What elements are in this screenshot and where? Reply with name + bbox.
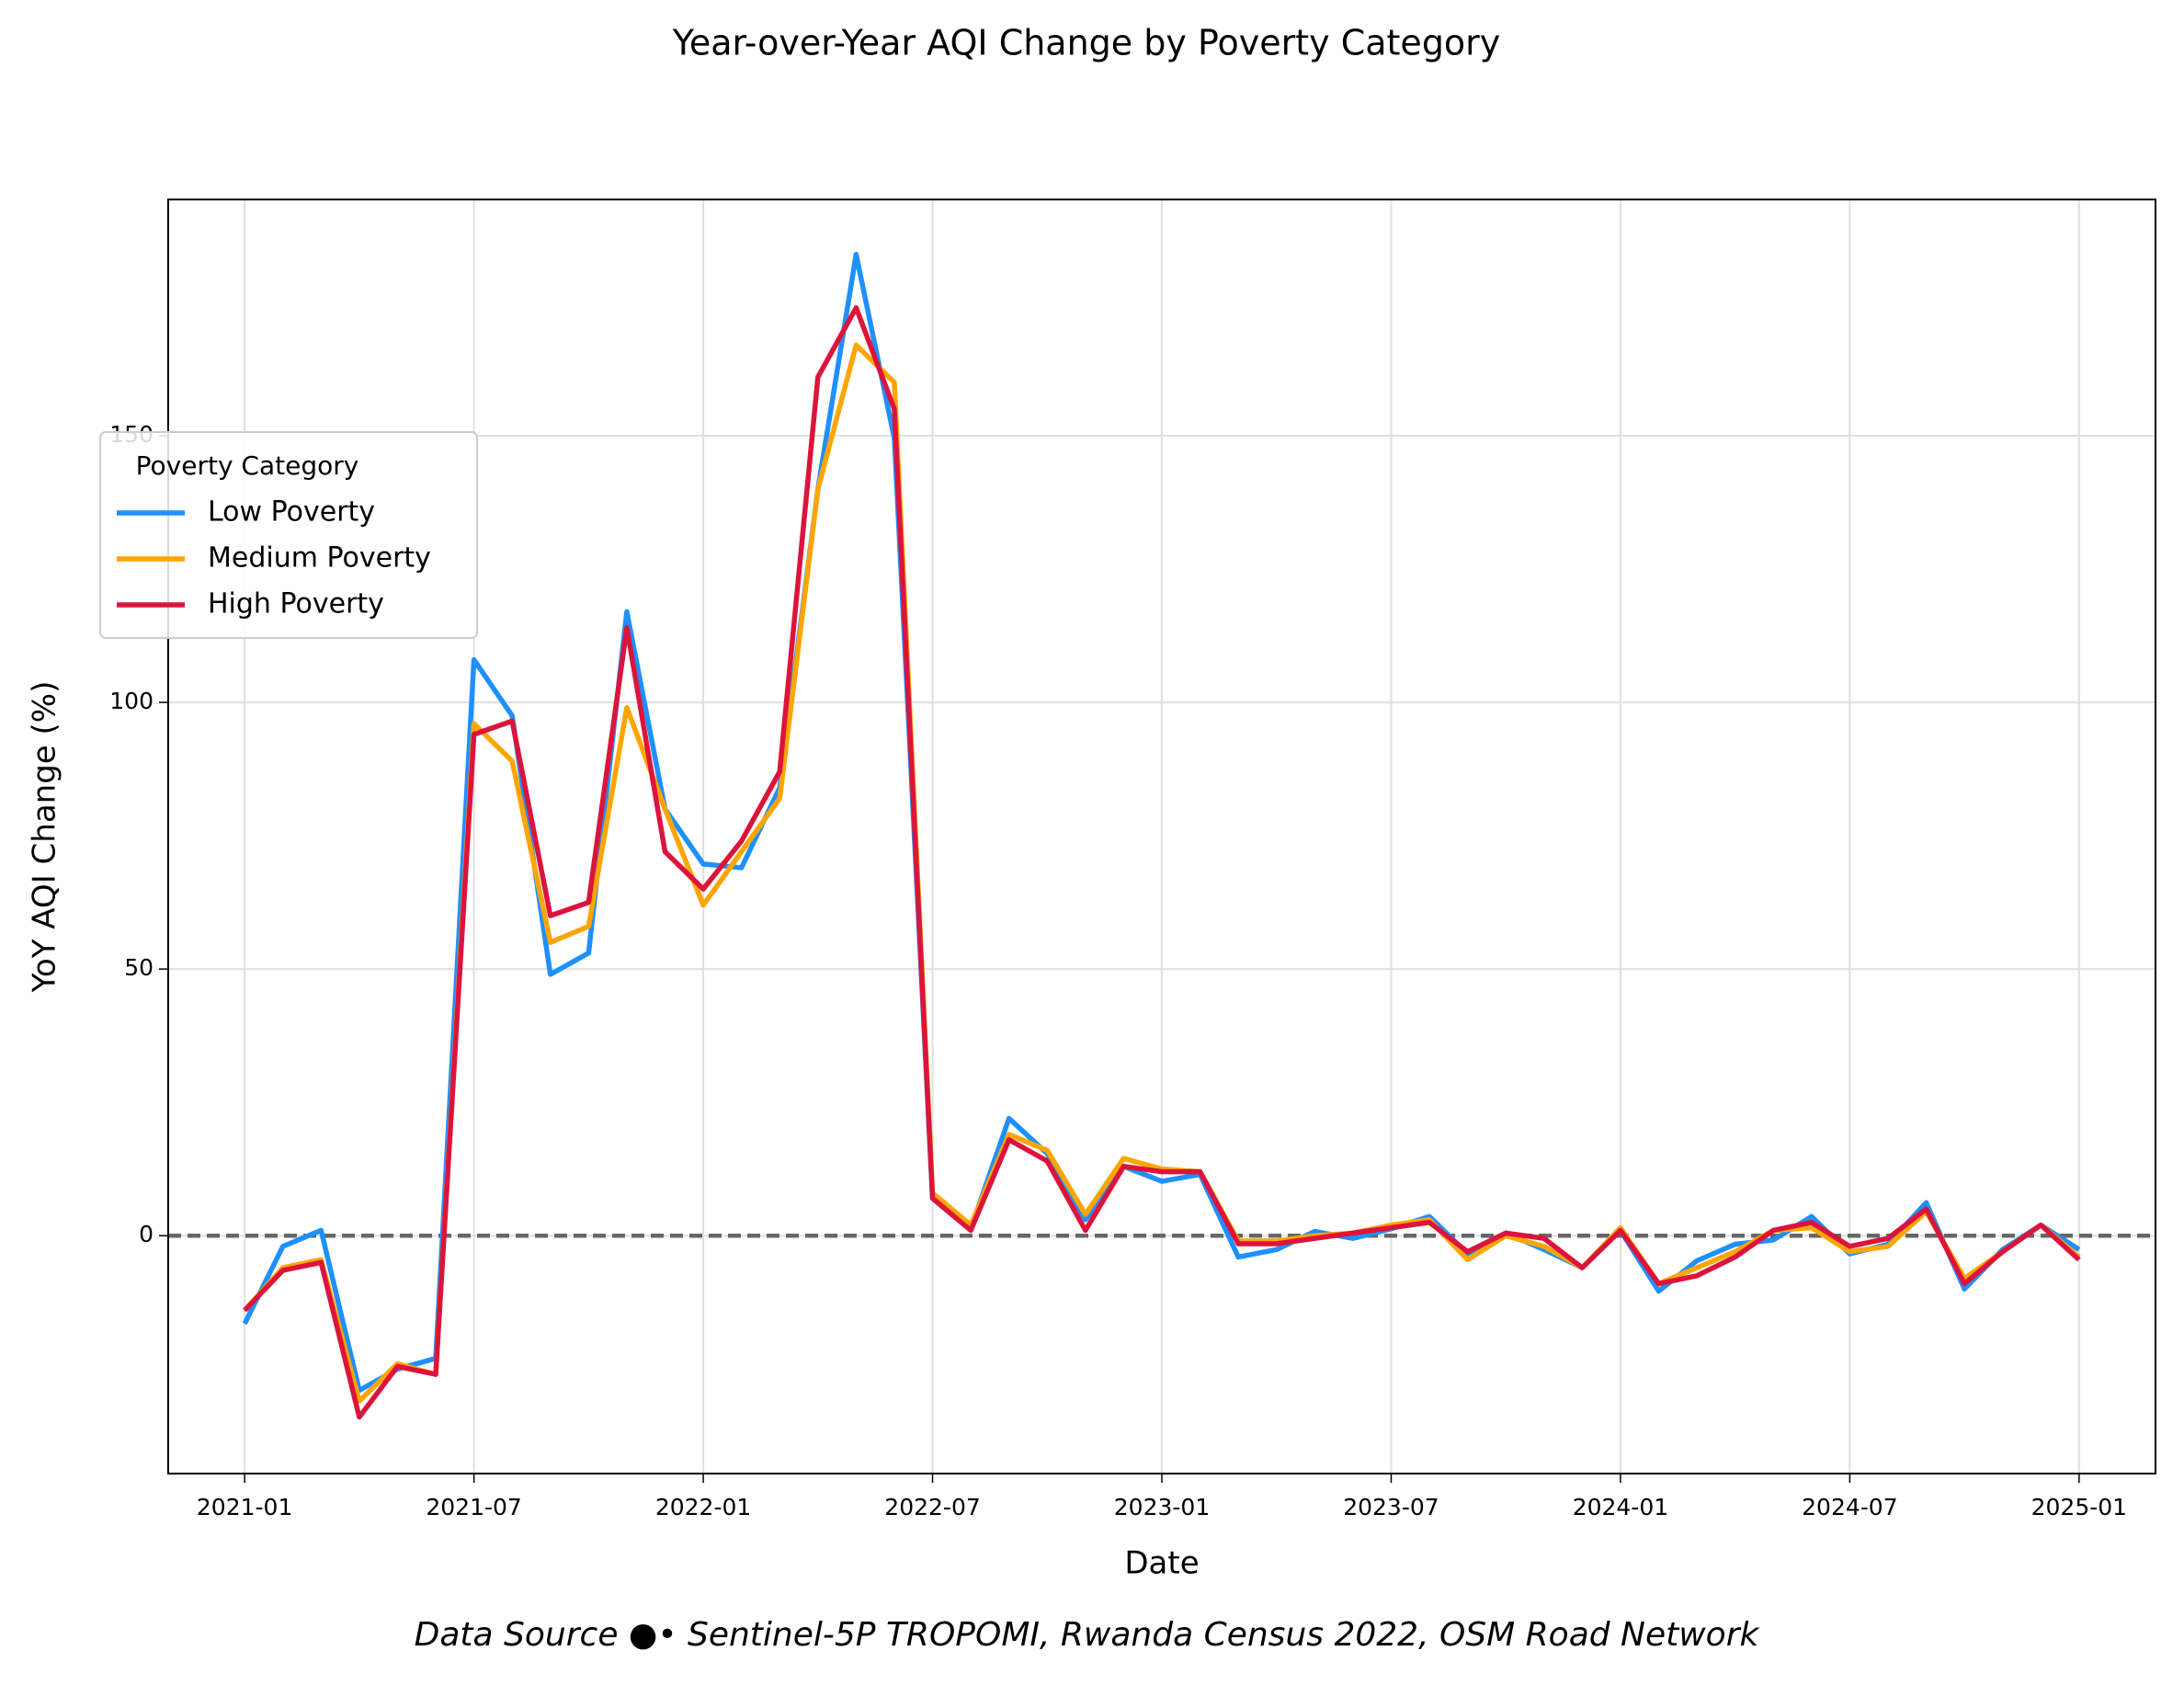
x-tick-label: 2023-07: [1343, 1494, 1439, 1520]
legend-title: Poverty Category: [136, 450, 359, 481]
series-line: [242, 252, 2081, 1394]
x-axis-label: Date: [1124, 1545, 1199, 1582]
y-tick-label: 50: [124, 954, 154, 981]
plot-frame: [167, 199, 2156, 1474]
legend-label: Low Poverty: [208, 496, 375, 529]
footnote: Data Source ●• Sentinel-5P TROPOMI, Rwan…: [415, 1616, 1761, 1654]
y-tick-label: 0: [139, 1221, 154, 1247]
x-tick-label: 2024-07: [1802, 1494, 1897, 1520]
x-tick-label: 2021-07: [426, 1494, 521, 1520]
x-tick-label: 2025-01: [2031, 1494, 2127, 1520]
series-line: [243, 305, 2081, 1420]
legend-label: High Poverty: [208, 588, 384, 620]
legend-label: Medium Poverty: [208, 542, 431, 575]
x-tick-label: 2022-01: [655, 1494, 751, 1520]
legend-box: [99, 431, 478, 639]
x-tick-label: 2021-01: [197, 1494, 292, 1520]
y-axis-label: YoY AQI Change (%): [27, 681, 63, 994]
x-tick-label: 2022-07: [884, 1494, 980, 1520]
y-tick-label: 100: [109, 688, 154, 714]
x-tick-label: 2023-01: [1114, 1494, 1210, 1520]
chart-title: Year-over-Year AQI Change by Poverty Cat…: [672, 23, 1501, 63]
x-tick-label: 2024-01: [1573, 1494, 1668, 1520]
